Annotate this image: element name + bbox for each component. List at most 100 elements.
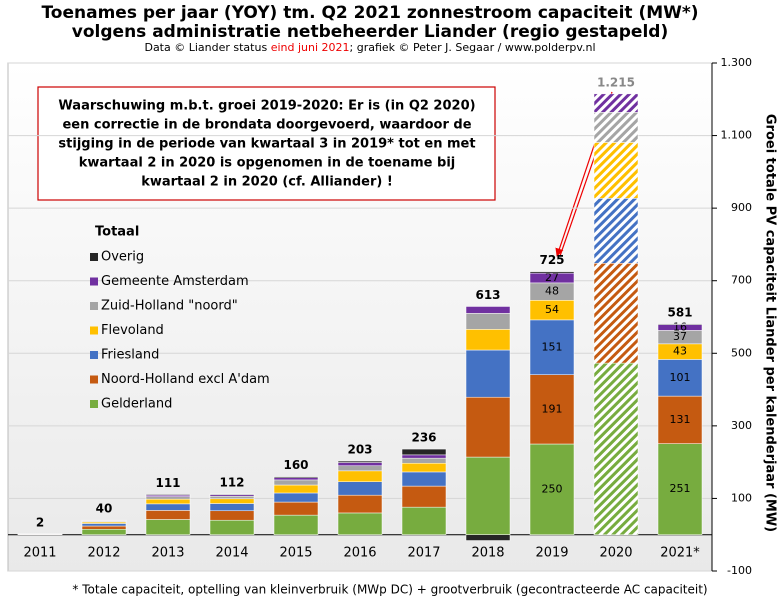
total-label: 581 (667, 305, 692, 319)
bar-segment (465, 349, 511, 398)
bar-segment (657, 443, 703, 535)
legend-swatch (90, 277, 98, 286)
bar-segment (529, 443, 575, 535)
bar-segment (593, 112, 639, 143)
total-label: 112 (219, 476, 244, 490)
legend-swatch (90, 400, 98, 408)
bar-segment (209, 503, 255, 512)
data-label: 191 (542, 402, 563, 415)
legend-label: Gelderland (101, 397, 172, 412)
bar-segment (81, 523, 127, 527)
bar-segment (209, 519, 255, 535)
bar-segment (209, 493, 255, 496)
y-tick-label: 100 (731, 491, 752, 504)
bar-segment (273, 476, 319, 478)
x-tick-label: 2018 (471, 546, 504, 561)
bar-segment (145, 494, 191, 496)
bar-segment (465, 534, 511, 541)
bar-segment (657, 359, 703, 397)
bar-segment (273, 501, 319, 516)
data-label: 251 (670, 482, 691, 495)
bar-segment (337, 470, 383, 482)
bar-segment (401, 448, 447, 456)
bar-segment (401, 471, 447, 487)
annotation-text: kwartaal 2 in 2020 (cf. Alliander) ! (141, 175, 393, 190)
x-tick-label: 2011 (23, 546, 56, 561)
data-label: 250 (542, 482, 563, 495)
bar-segment (337, 460, 383, 463)
axis-label: Groei totale PV capaciteit Liander per k… (763, 114, 778, 532)
subtitle-part: ; grafiek © Peter J. Segaar / www.polder… (350, 41, 596, 54)
legend-label: Zuid-Holland "noord" (101, 299, 238, 314)
total-label: 1.215 (597, 75, 635, 89)
bar-segment (657, 395, 703, 444)
x-tick-label: 2015 (279, 546, 312, 561)
x-tick-label: 2012 (87, 546, 120, 561)
bar-segment (209, 510, 255, 521)
y-tick-label: 1.100 (721, 129, 753, 142)
x-tick-label: 2021* (660, 546, 700, 561)
bar-segment (529, 374, 575, 445)
bar-segment (465, 396, 511, 458)
total-label: 40 (96, 502, 113, 516)
x-tick-label: 2020 (599, 546, 632, 561)
y-tick-label: 900 (731, 201, 752, 214)
bar-segment (273, 492, 319, 503)
bar-segment (81, 525, 127, 530)
total-label: 2 (36, 515, 44, 529)
bar-segment (337, 481, 383, 496)
bar-segment (401, 506, 447, 535)
data-label: 27 (545, 271, 559, 284)
bar-segment (209, 498, 255, 504)
subtitle: Data © Liander status eind juni 2021; gr… (144, 41, 595, 54)
total-label: 111 (155, 476, 180, 490)
legend-label: Overig (101, 250, 144, 265)
bar-segment (145, 498, 191, 505)
bar-segment (593, 198, 639, 264)
annotation-text: kwartaal 2 in 2020 is opgenomen in de to… (79, 156, 456, 171)
total-label: 203 (347, 443, 372, 457)
annotation-text: Waarschuwing m.b.t. groei 2019-2020: Er … (58, 99, 475, 114)
bar-segment (401, 457, 447, 464)
bar-segment (145, 503, 191, 511)
annotation-box (37, 86, 496, 201)
bar-segment (593, 142, 639, 199)
legend-swatch (90, 326, 98, 335)
bar-segment (81, 529, 127, 535)
y-tick-label: 300 (731, 419, 752, 432)
annotation-text: stijging in de periode van kwartaal 3 in… (58, 137, 475, 152)
bar-segment (209, 496, 255, 500)
x-tick-label: 2019 (535, 546, 568, 561)
x-tick-label: 2016 (343, 546, 376, 561)
total-label: 160 (283, 458, 308, 472)
total-label: 236 (411, 431, 436, 445)
subtitle-part: eind juni 2021 (271, 41, 350, 54)
data-label: 101 (670, 371, 691, 384)
bar-segment (465, 306, 511, 314)
legend-swatch (90, 351, 98, 359)
bar-segment (337, 494, 383, 514)
bar-segment (657, 323, 703, 325)
legend-label: Noord-Holland excl A'dam (101, 372, 270, 387)
subtitle-part: Data © Liander status (144, 41, 270, 54)
data-label: 37 (673, 330, 687, 343)
bar-segment (593, 362, 639, 535)
bar-segment (337, 512, 383, 535)
x-tick-label: 2014 (215, 546, 248, 561)
footnote: * Totale capaciteit, optelling van klein… (72, 583, 707, 597)
bar-segment (145, 496, 191, 500)
x-tick-label: 2017 (407, 546, 440, 561)
bar-segment (145, 510, 191, 520)
chart-title: volgens administratie netbeheerder Liand… (72, 22, 668, 42)
data-label: 16 (673, 321, 687, 334)
bar-segment (465, 456, 511, 535)
bar-segment (337, 462, 383, 467)
data-label: 43 (673, 345, 687, 358)
bar-segment (465, 329, 511, 351)
bar-segment (401, 454, 447, 459)
bar-segment (273, 479, 319, 486)
bar-segment (529, 271, 575, 274)
data-label: 54 (545, 303, 559, 316)
bar-segment (593, 93, 639, 113)
y-tick-label: 500 (731, 346, 752, 359)
